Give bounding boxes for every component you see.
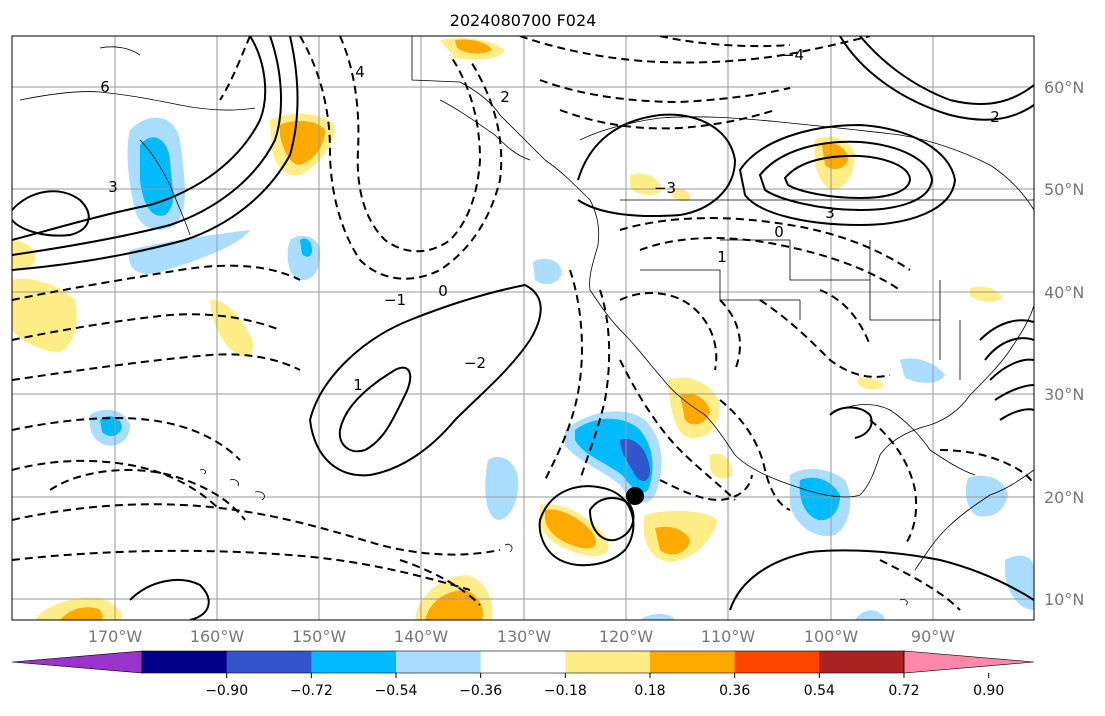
contour-label: 6: [100, 78, 110, 96]
contour-label: 0: [774, 223, 784, 241]
lon-tick: 120°W: [599, 627, 654, 646]
storm-center-marker: [626, 487, 644, 505]
graticule: [12, 36, 1034, 620]
lon-tick: 100°W: [804, 627, 859, 646]
colorbar-segment: [142, 651, 228, 673]
contour-label: 1: [353, 376, 363, 394]
colorbar-segment: [650, 651, 736, 673]
map-title: 2024080700 F024: [450, 11, 597, 30]
contour-label: −3: [654, 179, 676, 197]
map-area: 6 4 2 3 1 0 −1 −2 −3 −4 0 1 2 3: [12, 36, 1034, 620]
colorbar-label: −0.72: [290, 683, 333, 699]
contour-label: 2: [990, 108, 1000, 126]
lat-tick: 60°N: [1044, 78, 1084, 97]
lon-tick: 170°W: [88, 627, 143, 646]
lon-tick: 90°W: [911, 627, 955, 646]
shaded-field: [12, 38, 1034, 620]
lon-tick: 150°W: [292, 627, 347, 646]
colorbar-segment: [226, 651, 312, 673]
colorbar-segment: [734, 651, 820, 673]
contour-label: 3: [825, 204, 835, 222]
lat-tick: 40°N: [1044, 283, 1084, 302]
lat-tick: 30°N: [1044, 385, 1084, 404]
colorbar-label: −0.36: [459, 683, 502, 699]
contour-label: 2: [500, 88, 510, 106]
lon-tick: 130°W: [497, 627, 552, 646]
lon-tick: 140°W: [394, 627, 449, 646]
colorbar-label: −0.18: [544, 683, 587, 699]
colorbar-frame: [141, 650, 905, 674]
colorbar-segment: [396, 651, 482, 673]
contour-label: −2: [464, 354, 486, 372]
colorbar-extend-high: [903, 650, 1035, 674]
contour-label: 4: [355, 63, 365, 81]
colorbar: [11, 650, 1035, 674]
colorbar-segment: [819, 651, 905, 673]
lat-tick: 50°N: [1044, 180, 1084, 199]
colorbar-extend-low: [11, 650, 143, 674]
map-frame: [11, 35, 1035, 621]
colorbar-label: 0.72: [888, 683, 919, 699]
colorbar-segment: [311, 651, 397, 673]
contour-label: 1: [717, 248, 727, 266]
colorbar-segment: [565, 651, 651, 673]
contour-label: 3: [108, 178, 118, 196]
lon-ticks: 170°W 160°W 150°W 140°W 130°W 120°W 110°…: [88, 627, 955, 646]
contours-dashed: [12, 36, 1034, 611]
coastlines: [19, 36, 1034, 606]
colorbar-label: 0.54: [804, 683, 835, 699]
lat-tick: 10°N: [1044, 590, 1084, 609]
contour-label: 0: [438, 282, 448, 300]
lon-tick: 160°W: [190, 627, 245, 646]
contour-labels: 6 4 2 3 1 0 −1 −2 −3 −4 0 1 2 3: [100, 46, 1000, 394]
colorbar-segment: [480, 651, 566, 673]
lon-tick: 110°W: [701, 627, 756, 646]
colorbar-label: −0.54: [375, 683, 418, 699]
colorbar-label: 0.18: [634, 683, 665, 699]
contours-solid: [12, 36, 1034, 620]
colorbar-labels: −0.90 −0.72 −0.54 −0.36 −0.18 0.18 0.36 0.54 0.7…: [205, 673, 1004, 699]
lat-tick: 20°N: [1044, 488, 1084, 507]
contour-label: −4: [782, 46, 804, 64]
lat-ticks: 60°N 50°N 40°N 30°N 20°N 10°N: [1044, 78, 1084, 609]
contour-label: −1: [384, 291, 406, 309]
colorbar-label: 0.36: [719, 683, 750, 699]
colorbar-label: 0.90: [973, 683, 1004, 699]
colorbar-label: −0.90: [205, 683, 248, 699]
